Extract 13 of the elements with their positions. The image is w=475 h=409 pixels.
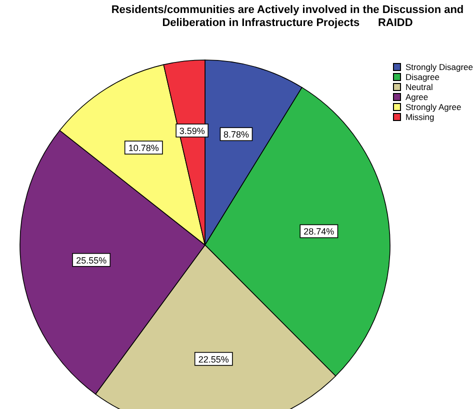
- chart-title: Residents/communities are Actively involved in the Discussion and Deliberation in Infrastructure Projects RAIDD: [110, 4, 465, 30]
- data-label: 10.78%: [128, 143, 159, 154]
- legend-label: Neutral: [405, 82, 433, 92]
- legend-label: Strongly Agree: [405, 102, 462, 112]
- data-label: 8.78%: [223, 130, 250, 140]
- legend-label: Missing: [405, 112, 434, 122]
- legend-label: Strongly Disagree: [405, 62, 473, 72]
- legend-label: Disagree: [405, 72, 440, 82]
- legend-label: Agree: [405, 92, 428, 102]
- data-label: 22.55%: [198, 354, 229, 364]
- data-label: 28.74%: [304, 226, 334, 237]
- data-label: 3.59%: [179, 126, 205, 136]
- data-label: 25.55%: [76, 255, 107, 266]
